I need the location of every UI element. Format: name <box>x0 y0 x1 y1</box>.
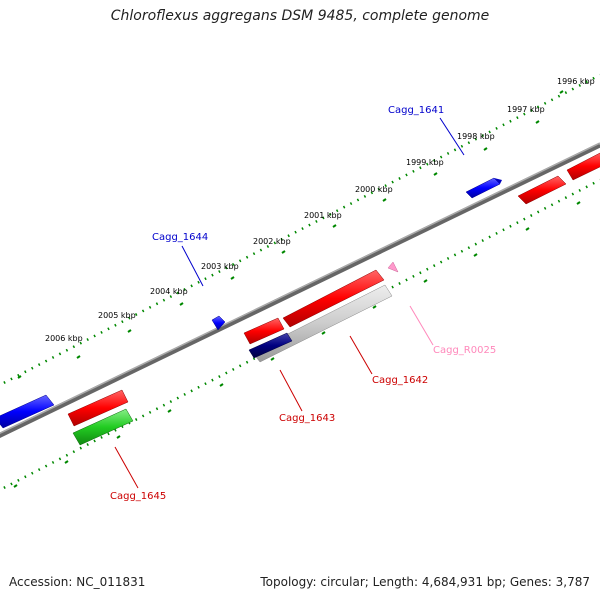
tick-label: 1997 kbp <box>507 105 545 114</box>
tick-label: 2001 kbp <box>304 211 342 220</box>
gene-Cagg_1643-navy[interactable] <box>248 332 293 359</box>
inner-major-ticks <box>13 201 581 488</box>
gene-Cagg_1643-red[interactable] <box>243 317 285 345</box>
gene-Cagg_1642-red[interactable] <box>282 269 385 328</box>
gene-red-right-2[interactable] <box>566 152 600 181</box>
gene-blue-left[interactable] <box>0 394 55 429</box>
genome-backbone <box>0 142 600 438</box>
tick-label: 1998 kbp <box>457 132 495 141</box>
gene-Cagg_1644[interactable] <box>211 315 226 331</box>
gene-label-Cagg_1643[interactable]: Cagg_1643 <box>279 413 335 424</box>
outer-major-ticks <box>17 90 564 379</box>
genome-summary-text: Topology: circular; Length: 4,684,931 bp… <box>260 575 590 589</box>
gene-Cagg_1645-red[interactable] <box>67 389 129 427</box>
gene-label-Cagg_1644[interactable]: Cagg_1644 <box>152 232 208 243</box>
tick-label: 1999 kbp <box>406 158 444 167</box>
tick-label: 2005 kbp <box>98 311 136 320</box>
tick-label: 2006 kbp <box>45 334 83 343</box>
gene-label-Cagg_1645[interactable]: Cagg_1645 <box>110 491 166 502</box>
tick-label: 2000 kbp <box>355 185 393 194</box>
outer-scale-track <box>0 73 600 387</box>
gene-label-Cagg_1642[interactable]: Cagg_1642 <box>372 375 428 386</box>
tick-label: 2003 kbp <box>201 262 239 271</box>
gene-label-Cagg_R0025[interactable]: Cagg_R0025 <box>433 345 496 356</box>
gene-label-Cagg_1641[interactable]: Cagg_1641 <box>388 105 444 116</box>
gene-labels: Cagg_1641 Cagg_1644 Cagg_R0025 Cagg_1642… <box>110 105 496 502</box>
label-leader-lines <box>114 117 465 489</box>
gene-Cagg_1641[interactable] <box>465 177 502 199</box>
genome-backbone-highlight <box>0 142 600 434</box>
gene-red-right-1[interactable] <box>517 175 567 205</box>
tick-label: 2004 kbp <box>150 287 188 296</box>
tick-label: 2002 kbp <box>253 237 291 246</box>
gene-Cagg_1645-green[interactable] <box>72 408 134 446</box>
map-title: Chloroflexus aggregans DSM 9485, complet… <box>110 8 490 24</box>
tick-label: 1996 kbp <box>557 77 595 86</box>
accession-text: Accession: NC_011831 <box>9 575 146 589</box>
gene-Cagg_R0025[interactable] <box>387 261 399 273</box>
tick-labels: 1996 kbp 1997 kbp 1998 kbp 1999 kbp 2000… <box>45 77 595 343</box>
